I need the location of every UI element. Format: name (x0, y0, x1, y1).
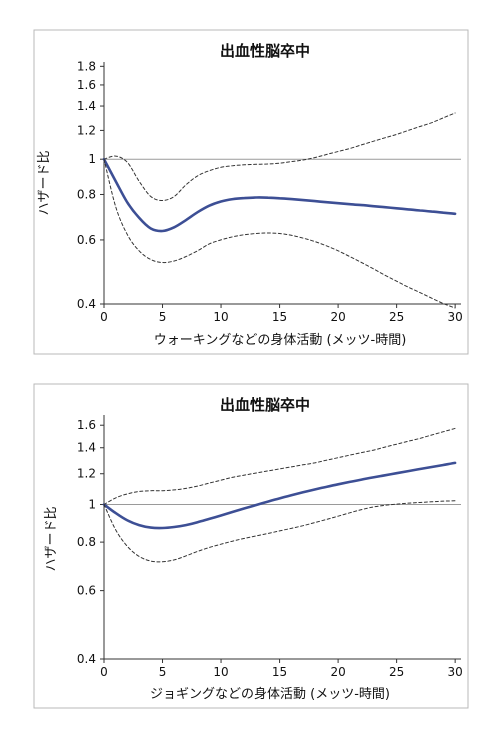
y-tick-label: 0.4 (77, 297, 96, 311)
chart-title: 出血性脳卒中 (220, 42, 310, 60)
y-tick-label: 0.8 (77, 187, 96, 201)
plot-area: 0.4 0.6 0.8 1 1.2 1.4 1.6 0 5 10 15 20 25 30 (77, 415, 463, 679)
y-tick-label: 1.8 (77, 59, 96, 73)
y-axis-label: ハザード比 (37, 150, 52, 215)
y-tick-label: 0.4 (77, 652, 96, 666)
ci-upper-line (103, 427, 456, 505)
y-tick-label: 1.2 (77, 123, 96, 137)
x-tick-label: 30 (448, 310, 463, 324)
plot-area: 0.4 0.6 0.8 1 1.2 1.4 1.6 1.8 0 5 10 15 20 25 30 (77, 59, 463, 324)
y-axis-label: ハザード比 (44, 506, 59, 571)
x-axis-label: ウォーキングなどの身体活動 (メッツ-時間) (154, 332, 407, 348)
x-tick-label: 0 (100, 310, 108, 324)
x-tick-label: 10 (213, 310, 228, 324)
x-tick-label: 5 (159, 665, 167, 679)
chart-panel-jogging: 出血性脳卒中 ハザード比 ジョギングなどの身体活動 (メッツ-時間) 0.40.… (33, 383, 469, 709)
y-tick-label: 1.6 (77, 418, 96, 432)
x-tick-label: 20 (330, 310, 345, 324)
y-tick-label: 1.4 (77, 441, 96, 455)
x-tick-label: 0 (100, 665, 108, 679)
y-tick-label: 0.6 (77, 233, 96, 247)
chart-panel-walking: 出血性脳卒中 ハザード比 ウォーキングなどの身体活動 (メッツ-時間) 0.40… (33, 29, 469, 355)
x-tick-label: 15 (272, 310, 287, 324)
x-tick-label: 5 (159, 310, 167, 324)
y-tick-label: 1.4 (77, 99, 96, 113)
y-tick-label: 1 (88, 152, 96, 166)
ci-lower-line (103, 500, 456, 563)
hazard-ratio-line (102, 461, 457, 530)
ci-lower-line (103, 158, 456, 309)
x-axis-label: ジョギングなどの身体活動 (メッツ-時間) (150, 686, 390, 702)
chart-frame (33, 383, 469, 709)
y-tick-label: 0.8 (77, 535, 96, 549)
y-tick-label: 1.2 (77, 467, 96, 481)
y-tick-label: 0.6 (77, 584, 96, 598)
x-tick-label: 25 (389, 310, 404, 324)
chart-title: 出血性脳卒中 (220, 396, 310, 414)
x-tick-label: 25 (389, 665, 404, 679)
x-tick-label: 10 (213, 665, 228, 679)
x-tick-label: 15 (272, 665, 287, 679)
ci-upper-line (103, 112, 456, 201)
x-tick-label: 20 (330, 665, 345, 679)
x-tick-label: 30 (448, 665, 463, 679)
chart-frame (33, 29, 469, 355)
hazard-ratio-line (102, 157, 457, 233)
y-tick-label: 1.6 (77, 78, 96, 92)
y-tick-label: 1 (88, 497, 96, 511)
